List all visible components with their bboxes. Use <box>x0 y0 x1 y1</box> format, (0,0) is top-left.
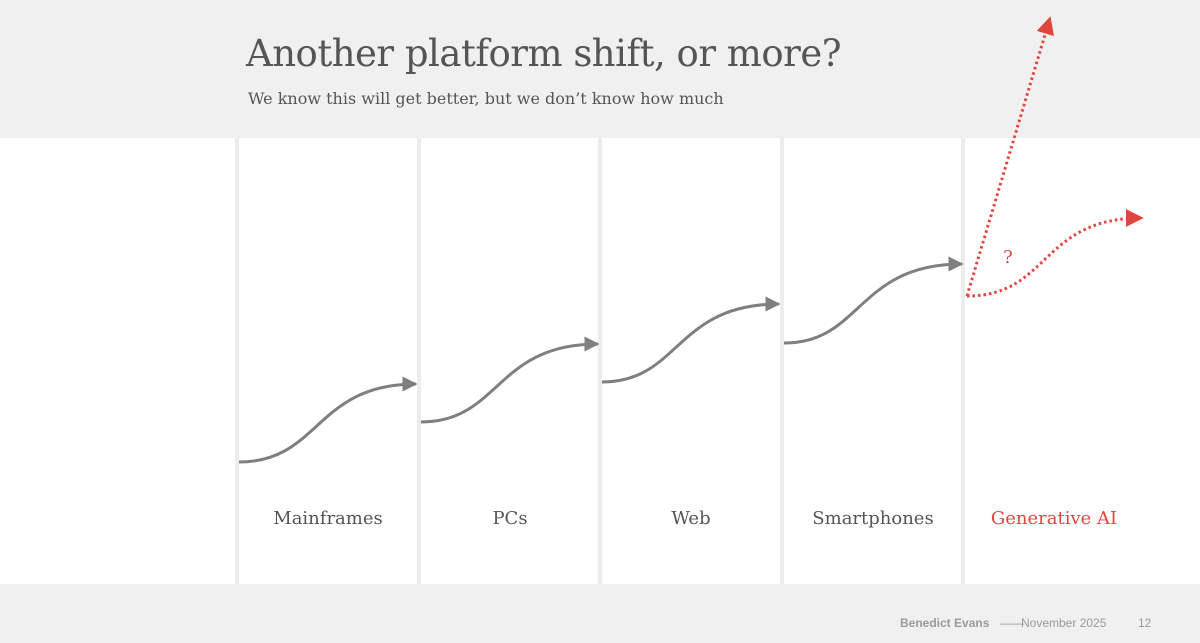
slide-footer <box>0 584 1200 643</box>
label-mainframes: Mainframes <box>273 508 383 529</box>
slide-title: Another platform shift, or more? <box>246 32 842 75</box>
s-curve-smartphones <box>783 256 964 345</box>
question-mark: ? <box>1003 247 1013 268</box>
generative-ai-s-curve-arrow <box>966 209 1144 298</box>
s-curve-pcs <box>420 336 600 424</box>
slide-subtitle: We know this will get better, but we don… <box>248 89 724 108</box>
s-curve-web <box>601 296 781 384</box>
page-number: 12 <box>1138 616 1152 630</box>
column-divider <box>961 138 965 584</box>
generative-ai-steep-arrow <box>965 16 1054 297</box>
column-divider <box>235 138 239 584</box>
footer-date: November 2025 <box>1021 616 1107 630</box>
label-pcs: PCs <box>492 508 528 529</box>
column-divider <box>598 138 602 584</box>
s-curve-mainframes <box>238 376 418 464</box>
footer-separator: —— <box>1000 616 1024 630</box>
label-generative-ai: Generative AI <box>990 508 1118 529</box>
column-divider <box>417 138 421 584</box>
label-web: Web <box>671 508 711 529</box>
slide-header <box>0 0 1200 138</box>
footer-author: Benedict Evans <box>900 616 990 630</box>
label-smartphones: Smartphones <box>812 508 934 529</box>
column-divider <box>780 138 784 584</box>
